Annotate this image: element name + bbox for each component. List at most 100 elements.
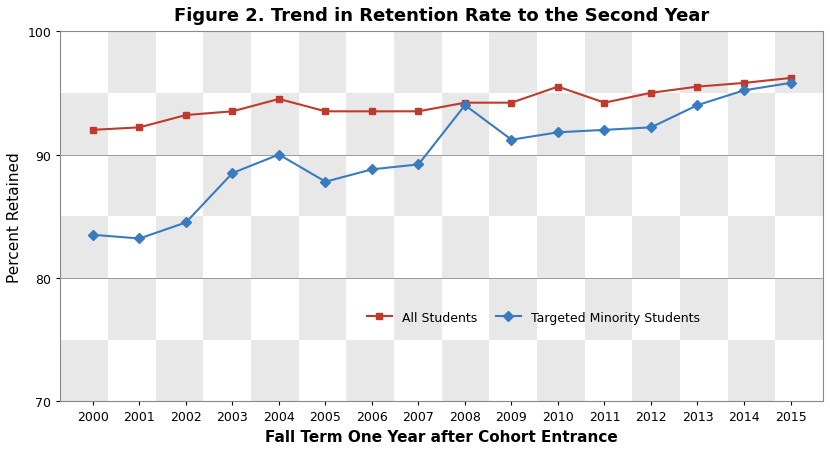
Line: Targeted Minority Students: Targeted Minority Students: [90, 80, 794, 243]
Targeted Minority Students: [785, 81, 795, 87]
Targeted Minority Students: [227, 171, 237, 176]
Bar: [61, 340, 108, 401]
Bar: [156, 278, 203, 340]
Bar: [251, 155, 299, 217]
Bar: [251, 32, 299, 94]
Bar: [251, 217, 299, 278]
Bar: [680, 155, 728, 217]
Bar: [584, 217, 632, 278]
Bar: [156, 155, 203, 217]
All Students: [739, 81, 749, 87]
Bar: [203, 340, 251, 401]
Title: Figure 2. Trend in Retention Rate to the Second Year: Figure 2. Trend in Retention Rate to the…: [174, 7, 710, 25]
Bar: [728, 94, 775, 155]
Bar: [61, 32, 108, 94]
Bar: [61, 217, 108, 278]
Bar: [632, 94, 680, 155]
Bar: [775, 340, 823, 401]
Bar: [584, 278, 632, 340]
All Students: [646, 91, 656, 97]
Bar: [490, 94, 537, 155]
All Students: [785, 76, 795, 82]
Bar: [346, 340, 394, 401]
Legend: All Students, Targeted Minority Students: All Students, Targeted Minority Students: [362, 306, 705, 329]
All Students: [320, 109, 330, 115]
Bar: [156, 217, 203, 278]
Bar: [442, 155, 490, 217]
Targeted Minority Students: [320, 179, 330, 185]
All Students: [413, 109, 423, 115]
Bar: [394, 94, 442, 155]
All Students: [599, 101, 609, 106]
Bar: [203, 217, 251, 278]
Bar: [537, 217, 584, 278]
Bar: [632, 155, 680, 217]
Bar: [775, 94, 823, 155]
Bar: [537, 94, 584, 155]
Targeted Minority Students: [506, 138, 516, 143]
Bar: [680, 32, 728, 94]
Bar: [728, 155, 775, 217]
Bar: [537, 155, 584, 217]
All Students: [227, 109, 237, 115]
Bar: [680, 278, 728, 340]
Bar: [346, 155, 394, 217]
Targeted Minority Students: [599, 128, 609, 133]
Bar: [156, 340, 203, 401]
Bar: [156, 32, 203, 94]
All Students: [181, 113, 191, 119]
Bar: [108, 94, 156, 155]
Bar: [108, 278, 156, 340]
Targeted Minority Students: [460, 103, 470, 109]
Bar: [490, 155, 537, 217]
Bar: [775, 32, 823, 94]
Bar: [203, 32, 251, 94]
Bar: [108, 155, 156, 217]
Bar: [346, 32, 394, 94]
Bar: [728, 217, 775, 278]
All Students: [134, 125, 144, 131]
Bar: [728, 32, 775, 94]
Bar: [442, 217, 490, 278]
Bar: [346, 278, 394, 340]
Bar: [251, 278, 299, 340]
Bar: [203, 278, 251, 340]
Targeted Minority Students: [413, 162, 423, 168]
Bar: [442, 32, 490, 94]
Bar: [584, 94, 632, 155]
Bar: [203, 94, 251, 155]
Targeted Minority Students: [646, 125, 656, 131]
All Students: [367, 109, 377, 115]
Bar: [203, 155, 251, 217]
Bar: [394, 32, 442, 94]
Bar: [108, 32, 156, 94]
Bar: [537, 32, 584, 94]
Bar: [299, 217, 346, 278]
Targeted Minority Students: [134, 236, 144, 242]
Bar: [346, 217, 394, 278]
Bar: [490, 217, 537, 278]
Bar: [156, 94, 203, 155]
Bar: [346, 94, 394, 155]
All Students: [692, 85, 702, 90]
Targeted Minority Students: [181, 220, 191, 226]
Bar: [299, 155, 346, 217]
Bar: [680, 217, 728, 278]
Bar: [584, 32, 632, 94]
Line: All Students: All Students: [90, 75, 794, 134]
All Students: [553, 85, 563, 90]
Targeted Minority Students: [274, 152, 284, 158]
Bar: [680, 94, 728, 155]
Bar: [394, 155, 442, 217]
Bar: [490, 340, 537, 401]
Bar: [299, 32, 346, 94]
Bar: [299, 340, 346, 401]
Bar: [299, 278, 346, 340]
Bar: [632, 340, 680, 401]
Targeted Minority Students: [88, 233, 98, 238]
Bar: [394, 217, 442, 278]
Bar: [490, 32, 537, 94]
Bar: [108, 217, 156, 278]
X-axis label: Fall Term One Year after Cohort Entrance: Fall Term One Year after Cohort Entrance: [266, 429, 618, 444]
Bar: [680, 340, 728, 401]
